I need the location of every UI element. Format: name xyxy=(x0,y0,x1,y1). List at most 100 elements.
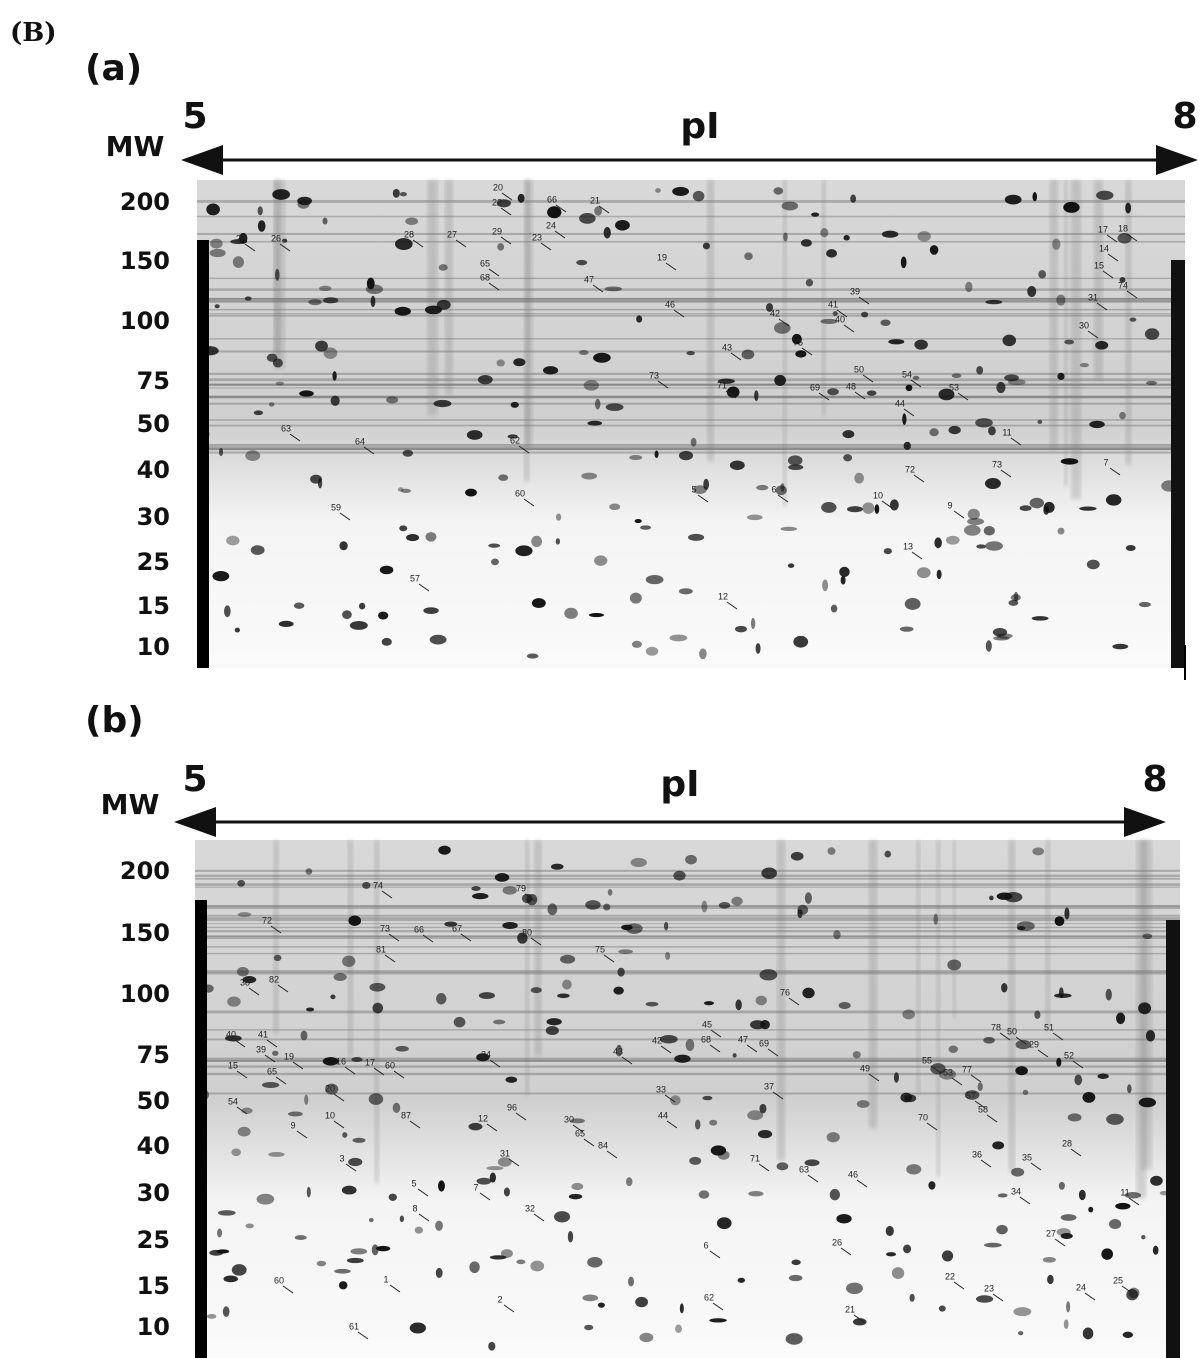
gel-spot xyxy=(424,305,442,315)
spot-label: 29 xyxy=(1029,1039,1039,1049)
gel-spot xyxy=(349,620,368,630)
spot-label: 7 xyxy=(1103,457,1108,467)
gel-spot xyxy=(576,259,588,266)
spot-label: 96 xyxy=(507,1102,517,1112)
gel-spot xyxy=(787,455,803,466)
gel-spot xyxy=(605,403,624,411)
gel-spot xyxy=(996,892,1013,900)
gel-spot xyxy=(1063,201,1080,213)
spot-label: 20 xyxy=(325,1083,335,1093)
gel-spot xyxy=(603,227,611,239)
gel-spot xyxy=(936,569,942,580)
spot-label: 82 xyxy=(269,974,279,984)
gel-spot xyxy=(438,1180,445,1192)
gel-streak xyxy=(197,308,1185,311)
gel-streak xyxy=(1136,840,1147,1199)
gel-streak xyxy=(524,840,530,1095)
spot-arrow xyxy=(523,498,535,507)
spot-arrow xyxy=(778,318,790,327)
spot-label: 73 xyxy=(649,370,659,380)
gel-spot xyxy=(282,238,288,243)
mw-tick-label: 75 xyxy=(137,1041,170,1069)
spot-arrow xyxy=(488,268,500,277)
spot-arrow xyxy=(697,494,709,503)
spot-label: 61 xyxy=(349,1321,359,1331)
gel-spot xyxy=(694,1119,701,1130)
gel-spot xyxy=(547,206,562,219)
gel-spot xyxy=(542,366,559,375)
gel-spot xyxy=(1042,1256,1056,1263)
gel-spot xyxy=(726,386,740,398)
spot-label: 55 xyxy=(922,1055,932,1065)
gel-spot xyxy=(297,199,310,209)
gel-spot xyxy=(675,1324,682,1333)
gel-spot xyxy=(866,390,877,396)
gel-spot xyxy=(655,188,661,193)
gel-spot xyxy=(800,239,812,247)
spot-label: 41 xyxy=(828,299,838,309)
spot-arrow xyxy=(843,324,855,333)
gel-spot xyxy=(746,514,763,521)
gel-spot xyxy=(366,277,375,290)
gel-streak xyxy=(195,1065,1180,1068)
mw-label: MW xyxy=(101,788,160,821)
gel-spot xyxy=(334,1268,351,1274)
gel-spot xyxy=(405,217,419,226)
spot-arrow xyxy=(1106,234,1118,243)
gel-spot xyxy=(333,973,347,981)
spot-arrow xyxy=(1054,1238,1066,1247)
gel-spot xyxy=(272,189,290,200)
spot-arrow xyxy=(910,379,922,388)
gel-spot xyxy=(744,252,753,261)
spot-label: 43 xyxy=(722,342,732,352)
gel-spot xyxy=(585,900,601,910)
spot-label: 16 xyxy=(336,1056,346,1066)
spot-arrow xyxy=(1015,1036,1027,1045)
gel-streak xyxy=(782,180,787,507)
gel-spot xyxy=(315,340,328,352)
gel-spot xyxy=(788,464,804,471)
spot-label: 41 xyxy=(258,1029,268,1039)
gel-spot xyxy=(1032,847,1045,856)
gel-spot xyxy=(1112,643,1129,650)
spot-arrow xyxy=(357,1331,369,1340)
gel-spot xyxy=(613,986,624,995)
gel-spot xyxy=(521,893,533,904)
spot-arrow xyxy=(412,239,424,248)
gel-spot xyxy=(1126,1289,1139,1301)
gel-background xyxy=(197,180,1185,668)
mw-tick-label: 25 xyxy=(137,548,170,576)
gel-spot xyxy=(603,903,611,911)
spot-arrow xyxy=(503,1304,515,1313)
spot-label: 50 xyxy=(854,364,864,374)
gel-spot xyxy=(1056,294,1066,306)
spot-label: 49 xyxy=(860,1063,870,1073)
gel-spot xyxy=(669,634,688,642)
gel-spot xyxy=(1082,1091,1096,1103)
panel-label: (b) xyxy=(85,700,144,741)
gel-spot xyxy=(1096,190,1114,200)
gel-edge xyxy=(1171,260,1185,668)
gel-spot xyxy=(754,390,759,402)
gel-spot xyxy=(330,395,340,406)
gel-spot xyxy=(414,1226,423,1234)
spot-label: 21 xyxy=(845,1304,855,1314)
spot-label: 14 xyxy=(1099,243,1109,253)
spot-arrow xyxy=(264,1054,276,1063)
spot-arrow xyxy=(1037,1049,1049,1058)
spot-label: 50 xyxy=(1007,1026,1017,1036)
spot-arrow xyxy=(862,374,874,383)
gel-spot xyxy=(755,643,761,654)
gel-streak xyxy=(195,919,1180,922)
gel-spot xyxy=(679,1303,684,1314)
gel-spot xyxy=(212,571,230,582)
gel-spot xyxy=(217,1228,223,1238)
gel-spot xyxy=(1101,1248,1113,1260)
gel-spot xyxy=(232,256,244,269)
gel-spot xyxy=(472,893,489,900)
gel-spot xyxy=(916,567,931,579)
spot-label: 15 xyxy=(1094,260,1104,270)
gel-background xyxy=(195,840,1180,1358)
gel-spot xyxy=(1027,285,1037,297)
gel-streak xyxy=(195,869,1180,872)
